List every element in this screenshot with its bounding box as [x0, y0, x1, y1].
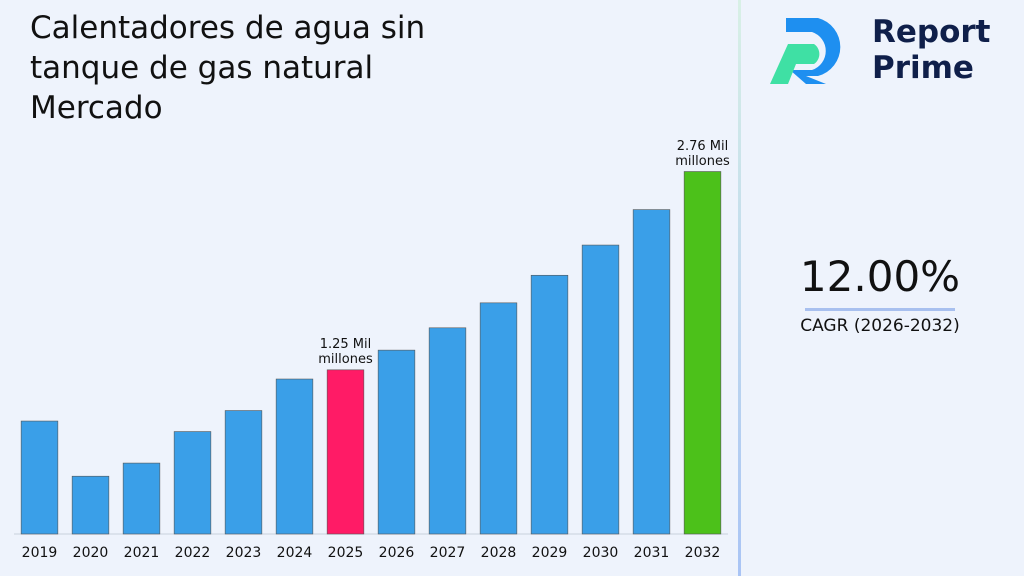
bar	[275, 378, 314, 535]
bar	[20, 420, 59, 535]
cagr-label: CAGR (2026-2032)	[800, 316, 960, 336]
x-tick-label: 2031	[634, 545, 670, 561]
brand-word: Prime	[872, 50, 974, 86]
value-label: 1.25 Mil millones	[318, 336, 373, 367]
x-tick-label: 2032	[685, 545, 721, 561]
x-tick-label: 2026	[379, 545, 415, 561]
value-label: 2.76 Mil millones	[675, 138, 730, 169]
brand-word: Report	[872, 14, 991, 50]
bar	[224, 410, 263, 535]
x-tick-label: 2022	[175, 545, 211, 561]
chart-title: Calentadores de agua sin tanque de gas n…	[30, 10, 426, 126]
x-tick-label: 2021	[124, 545, 160, 561]
x-tick-label: 2023	[226, 545, 262, 561]
bar	[122, 462, 161, 535]
x-tick-label: 2030	[583, 545, 619, 561]
x-tick-label: 2028	[481, 545, 517, 561]
bar	[479, 302, 518, 535]
x-tick-label: 2020	[73, 545, 109, 561]
bar	[632, 209, 671, 535]
cagr-rule	[805, 308, 955, 311]
x-tick-label: 2027	[430, 545, 466, 561]
brand: Report Prime	[872, 14, 991, 86]
logo	[770, 18, 841, 84]
bar	[428, 327, 467, 535]
bar	[71, 475, 110, 535]
bar	[581, 244, 620, 535]
bar	[683, 171, 722, 535]
x-tick-label: 2024	[277, 545, 313, 561]
chart: 2019 2020 2021 2022 2023 2024 2025 2026 2027 2028…	[14, 171, 728, 561]
bar	[377, 349, 416, 535]
x-tick-label: 2029	[532, 545, 568, 561]
x-tick-label: 2019	[22, 545, 58, 561]
bar	[530, 274, 569, 535]
x-tick-label: 2025	[328, 545, 364, 561]
cagr-value: 12.00%	[799, 252, 961, 301]
divider	[738, 0, 741, 576]
bar	[326, 369, 365, 535]
bar	[173, 431, 212, 535]
